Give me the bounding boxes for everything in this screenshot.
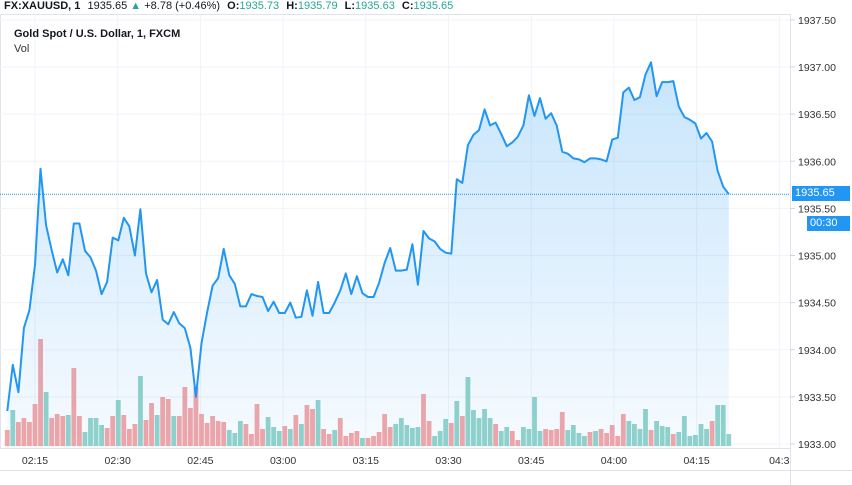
x-tick-label: 03:15 xyxy=(353,455,379,467)
x-tick-label: 03:00 xyxy=(270,455,296,467)
open-value: 1935.73 xyxy=(239,0,280,12)
y-tick-label: 1933.00 xyxy=(798,439,836,451)
hidden-price-tick: 19 xyxy=(798,203,810,215)
y-tick-label: 1934.00 xyxy=(798,345,836,357)
y-tick-label: 1934.50 xyxy=(798,298,836,310)
y-tick-label: 1936.00 xyxy=(798,156,836,168)
price-area-fill xyxy=(7,62,729,449)
last-price-tag: 1935.65 xyxy=(792,186,850,201)
y-tick-label: 1936.50 xyxy=(798,109,836,121)
x-tick-label: 04:00 xyxy=(601,455,627,467)
x-tick-label: 02:30 xyxy=(105,455,131,467)
volume-bar xyxy=(4,430,10,446)
x-tick-label: 02:45 xyxy=(187,455,213,467)
price-line xyxy=(6,61,730,412)
legend-volume: Vol xyxy=(14,43,30,55)
time-axis[interactable]: 02:15 02:30 02:45 03:00 03:15 03:30 03:45 04:00… xyxy=(22,455,790,467)
last-price: 1935.65 xyxy=(87,0,128,12)
high-value: 1935.79 xyxy=(297,0,338,12)
price-axis[interactable]: 1933.00 1933.50 1934.00 1934.50 1935.00 1935.… xyxy=(790,15,836,451)
bar-countdown: 00:30 xyxy=(807,216,850,231)
y-tick-label: 1935.50 xyxy=(798,203,836,215)
close-value: 1935.65 xyxy=(413,0,454,12)
low-label: L: xyxy=(344,0,356,12)
y-tick-label-rest: 35.50 xyxy=(810,203,836,215)
y-tick-label: 1935.00 xyxy=(798,251,836,263)
x-tick-label: 02:15 xyxy=(22,455,48,467)
close-label: C: xyxy=(401,0,414,12)
high-label: H: xyxy=(286,0,298,12)
x-tick-label: 03:45 xyxy=(518,455,544,467)
y-tick-label: 1937.00 xyxy=(798,62,836,74)
x-tick-label: 04:15 xyxy=(683,455,709,467)
triangle-up-icon: ▲ xyxy=(130,0,142,12)
symbol-name[interactable]: FX:XAUUSD, 1 xyxy=(4,0,81,12)
symbol-header: FX:XAUUSD, 1 1935.65 ▲ +8.78 (+0.46%) O:… xyxy=(4,0,453,14)
legend-title: Gold Spot / U.S. Dollar, 1, FXCM xyxy=(14,28,181,40)
y-tick-label: 1937.50 xyxy=(798,15,836,27)
y-tick-label: 1933.50 xyxy=(798,392,836,404)
x-tick-label: 03:30 xyxy=(435,455,461,467)
open-label: O: xyxy=(227,0,240,12)
x-tick-label: 04:3 xyxy=(769,455,790,467)
price-change: +8.78 (+0.46%) xyxy=(144,0,221,12)
low-value: 1935.63 xyxy=(355,0,395,12)
